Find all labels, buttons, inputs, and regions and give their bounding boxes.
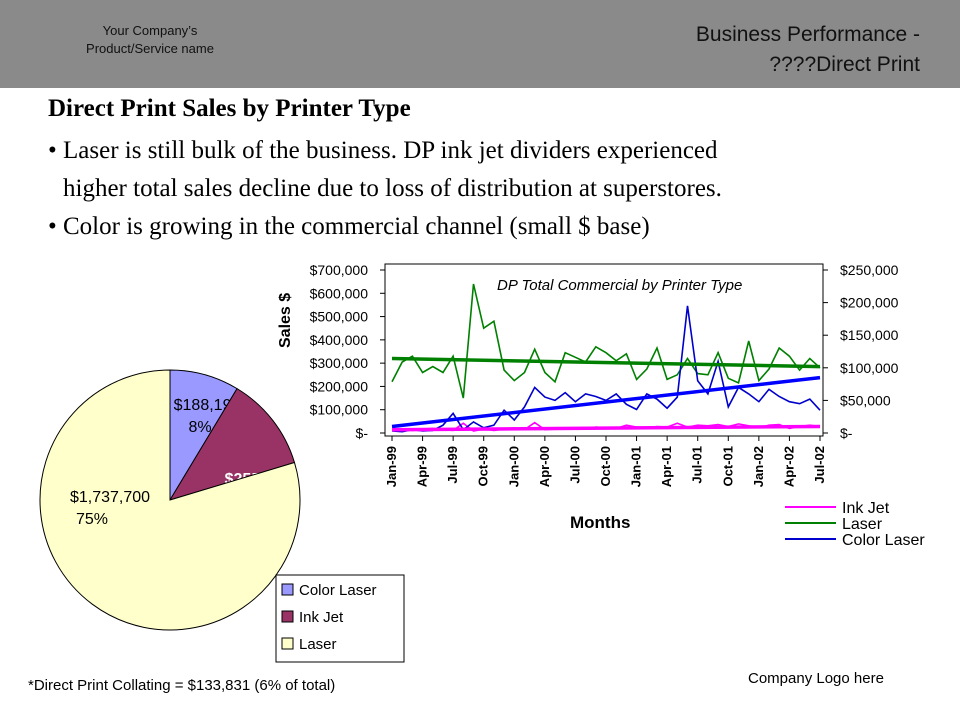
series-line-laser <box>391 283 821 399</box>
y-right-tick-label: $50,000 <box>840 392 891 408</box>
y-left-tick-label: $200,000 <box>310 378 369 394</box>
pie-percent-label-laser: 75% <box>76 511 108 528</box>
y-left-tick-label: $700,000 <box>310 262 369 278</box>
y-right-tick-label: $200,000 <box>840 295 899 311</box>
line-legend-label-ink-jet: Ink Jet <box>842 500 890 517</box>
x-tick-label: Jan-01 <box>629 446 644 487</box>
company-name: Your Company’s Product/Service name <box>40 22 260 58</box>
x-tick-label: Jul-00 <box>567 446 582 484</box>
x-tick-label: Oct-01 <box>720 446 735 486</box>
y-right-tick-label: $100,000 <box>840 360 899 376</box>
trendline-color-laser <box>391 375 821 429</box>
pie-slice-ink-jet <box>168 387 296 501</box>
y-left-tick-label: $400,000 <box>310 332 369 348</box>
line-chart: DP Total Commercial by Printer Type Sale… <box>277 262 899 532</box>
line-legend-label-laser: Laser <box>842 516 883 533</box>
slide-heading: Direct Print Sales by Printer Type <box>48 95 411 122</box>
company-line-2: Product/Service name <box>86 41 214 56</box>
page-title-line-2: ????Direct Print <box>769 53 920 76</box>
pie-legend-label-ink-jet: Ink Jet <box>299 609 344 626</box>
y-right-tick-label: $- <box>840 425 853 441</box>
x-tick-label: Apr-01 <box>659 446 674 487</box>
x-tick-label: Apr-99 <box>415 446 430 487</box>
bullet-list: • Laser is still bulk of the business. D… <box>48 132 938 246</box>
x-tick-label: Jul-01 <box>690 446 705 484</box>
x-tick-label: Jul-02 <box>812 446 827 484</box>
x-tick-label: Apr-00 <box>537 446 552 487</box>
company-line-1: Your Company’s <box>102 23 198 38</box>
pie-legend: Color Laser Ink Jet Laser <box>275 574 405 663</box>
pie-value-label-color-laser: $188,191 <box>174 397 241 414</box>
trendline-laser <box>391 356 821 369</box>
line-chart-title: DP Total Commercial by Printer Type <box>497 277 742 294</box>
page-title: Business Performance - ????Direct Print <box>696 20 920 80</box>
footnote: *Direct Print Collating = $133,831 (6% o… <box>28 677 336 694</box>
x-tick-label: Jul-99 <box>445 446 460 484</box>
x-tick-label: Oct-00 <box>598 446 613 486</box>
pie-legend-box <box>275 574 405 663</box>
x-tick-label: Apr-02 <box>781 446 796 487</box>
plot-area <box>384 263 824 437</box>
pie-legend-label-color-laser: Color Laser <box>299 582 377 599</box>
slide-header: Your Company’s Product/Service name Busi… <box>0 0 960 88</box>
y-left-tick-label: $300,000 <box>310 355 369 371</box>
y-right-tick-label: $150,000 <box>840 327 899 343</box>
y-left-tick-label: $500,000 <box>310 309 369 325</box>
line-legend-label-color-laser: Color Laser <box>842 532 925 549</box>
y-left-tick-label: $100,000 <box>310 402 369 418</box>
y-axis-label: Sales $ <box>277 293 294 348</box>
pie-value-label-laser: $1,737,700 <box>70 489 150 506</box>
bullet-2: • Color is growing in the commercial cha… <box>48 213 650 240</box>
bullet-1-line-1: • Laser is still bulk of the business. D… <box>48 137 718 164</box>
bullet-1-line-2: higher total sales decline due to loss o… <box>63 175 722 202</box>
y-left-tick-label: $- <box>356 425 369 441</box>
trendline-ink-jet <box>391 424 821 432</box>
pie-slice-laser <box>39 369 301 631</box>
x-tick-label: Jan-02 <box>751 446 766 487</box>
x-tick-label: Jan-00 <box>506 446 521 487</box>
pie-legend-swatch-ink-jet <box>281 610 294 623</box>
x-tick-label: Jan-99 <box>384 446 399 487</box>
page-title-line-1: Business Performance - <box>695 23 920 46</box>
pie-percent-label-color-laser: 8% <box>188 419 211 436</box>
x-tick-label: Oct-99 <box>476 446 491 486</box>
pie-legend-label-laser: Laser <box>299 636 337 653</box>
pie-legend-swatch-color-laser <box>281 583 294 596</box>
y-left-tick-label: $600,000 <box>310 285 369 301</box>
x-axis-label: Months <box>570 513 630 532</box>
company-logo-placeholder: Company Logo here <box>748 670 884 687</box>
y-right-tick-label: $250,000 <box>840 262 899 278</box>
pie-legend-swatch-laser <box>281 637 294 650</box>
